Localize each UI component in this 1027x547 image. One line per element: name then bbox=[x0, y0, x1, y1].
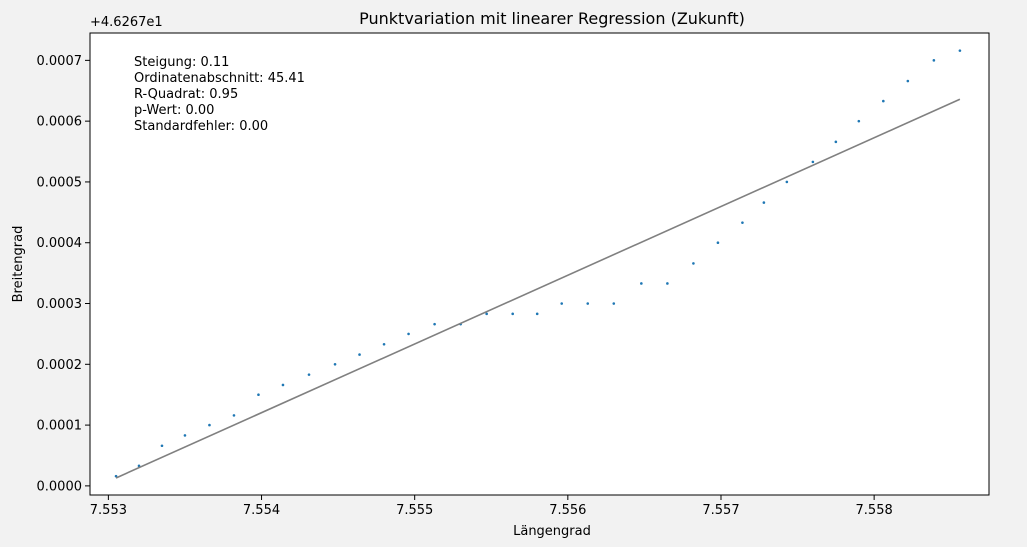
x-tick-label-3: 7.556 bbox=[549, 503, 586, 518]
scatter-point-25 bbox=[741, 221, 744, 224]
scatter-point-23 bbox=[692, 262, 695, 265]
x-tick-label-5: 7.558 bbox=[856, 503, 893, 518]
chart-title: Punktvariation mit linearer Regression (… bbox=[359, 9, 745, 28]
annotation-intercept: Ordinatenabschnitt: 45.41 bbox=[134, 71, 305, 86]
annotation-std-error: Standardfehler: 0.00 bbox=[134, 119, 268, 134]
scatter-point-34 bbox=[958, 49, 962, 52]
y-tick-label-5: 0.0005 bbox=[37, 175, 83, 190]
x-axis-label: Längengrad bbox=[513, 524, 591, 539]
x-tick-label-1: 7.554 bbox=[243, 503, 280, 518]
scatter-point-26 bbox=[762, 201, 766, 204]
scatter-point-22 bbox=[666, 282, 669, 285]
scatter-point-15 bbox=[485, 312, 488, 316]
stats-annotation: Steigung: 0.11 Ordinatenabschnitt: 45.41… bbox=[134, 55, 305, 134]
x-tick-label-2: 7.555 bbox=[396, 503, 433, 518]
scatter-point-29 bbox=[834, 140, 838, 144]
y-axis-ticks: 0.0000 0.0001 0.0002 0.0003 0.0004 0.0005 0.00… bbox=[37, 54, 90, 494]
scatter-point-10 bbox=[358, 353, 361, 356]
y-axis-label: Breitengrad bbox=[11, 226, 26, 303]
scatter-point-8 bbox=[307, 373, 311, 376]
scatter-point-33 bbox=[932, 59, 936, 62]
scatter-point-9 bbox=[333, 363, 337, 366]
scatter-point-11 bbox=[382, 342, 386, 346]
scatter-point-20 bbox=[612, 302, 616, 305]
scatter-point-1 bbox=[137, 464, 141, 468]
x-tick-label-4: 7.557 bbox=[702, 503, 739, 518]
scatter-point-31 bbox=[882, 99, 885, 103]
y-tick-label-6: 0.0006 bbox=[37, 115, 83, 130]
scatter-point-12 bbox=[407, 332, 410, 336]
scatter-point-27 bbox=[785, 180, 789, 184]
scatter-point-21 bbox=[640, 282, 643, 285]
scatter-point-24 bbox=[716, 241, 720, 245]
y-tick-label-0: 0.0000 bbox=[37, 479, 83, 494]
annotation-p-value: p-Wert: 0.00 bbox=[134, 103, 214, 118]
scatter-point-19 bbox=[586, 302, 590, 305]
y-offset-label: +4.6267e1 bbox=[90, 15, 163, 30]
scatter-point-6 bbox=[257, 393, 260, 396]
scatter-point-4 bbox=[208, 423, 211, 427]
scatter-point-30 bbox=[857, 119, 861, 123]
plot-frame bbox=[89, 32, 990, 496]
y-tick-label-3: 0.0003 bbox=[37, 297, 83, 312]
scatter-point-0 bbox=[114, 474, 118, 478]
scatter-point-28 bbox=[811, 160, 815, 164]
scatter-point-3 bbox=[183, 434, 187, 437]
scatter-point-7 bbox=[281, 383, 285, 387]
annotation-r-squared: R-Quadrat: 0.95 bbox=[134, 87, 238, 102]
scatter-point-17 bbox=[535, 312, 539, 316]
scatter-point-18 bbox=[560, 302, 564, 305]
plot-area bbox=[90, 33, 989, 495]
x-axis-ticks: 7.553 7.554 7.555 7.556 7.557 7.558 bbox=[90, 495, 893, 518]
scatter-point-32 bbox=[906, 79, 910, 83]
y-tick-label-7: 0.0007 bbox=[37, 54, 83, 69]
y-tick-label-1: 0.0001 bbox=[37, 419, 83, 434]
scatter-point-5 bbox=[232, 414, 236, 417]
y-tick-label-2: 0.0002 bbox=[37, 358, 83, 373]
y-tick-label-4: 0.0004 bbox=[37, 236, 83, 251]
scatter-point-16 bbox=[511, 312, 514, 316]
x-tick-label-0: 7.553 bbox=[90, 503, 127, 518]
regression-line bbox=[115, 98, 961, 479]
scatter-point-13 bbox=[433, 322, 436, 326]
annotation-slope: Steigung: 0.11 bbox=[134, 55, 229, 70]
scatter-point-2 bbox=[160, 444, 164, 448]
data-marks bbox=[114, 49, 962, 479]
